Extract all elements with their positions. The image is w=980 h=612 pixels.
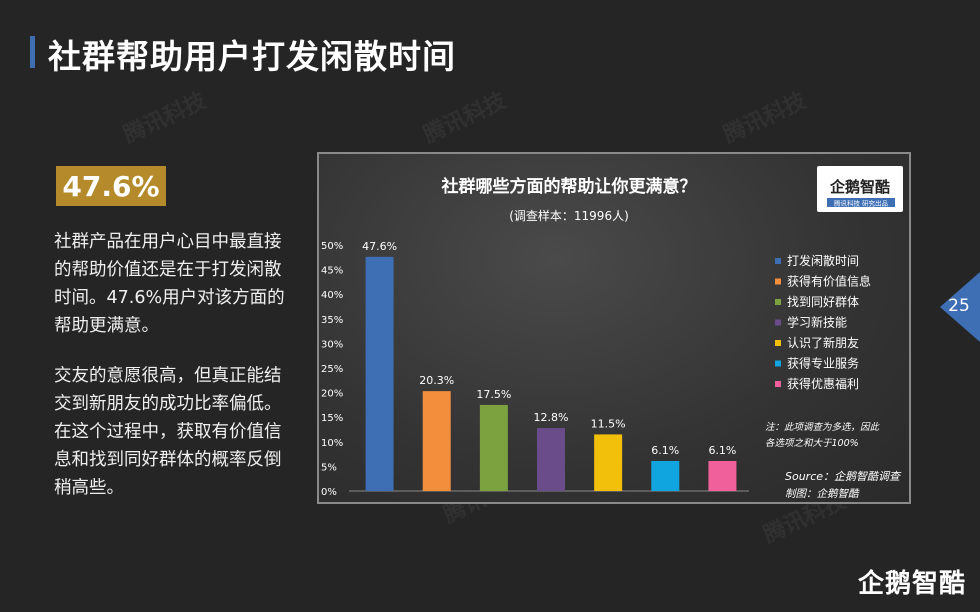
legend-label: 找到同好群体 xyxy=(787,295,859,309)
chart-logo-text: 企鹅智酷 xyxy=(829,178,890,196)
legend-swatch xyxy=(775,319,781,326)
legend-label: 学习新技能 xyxy=(787,315,847,330)
y-tick-label: 40% xyxy=(321,290,343,301)
y-tick-label: 20% xyxy=(321,389,343,400)
legend-swatch xyxy=(775,299,781,305)
chart-logo-sub: 腾讯科技 研究出品 xyxy=(834,199,888,208)
chart-title: 社群哪些方面的帮助让你更满意？ xyxy=(441,176,697,197)
chart-note-line-2: 各选项之和大于100% xyxy=(765,437,859,449)
y-tick-label: 10% xyxy=(321,438,343,449)
bar xyxy=(537,428,565,491)
stat-badge: 47.6% xyxy=(56,166,166,206)
y-tick-label: 50% xyxy=(321,241,343,252)
page-tab-shape xyxy=(940,272,980,342)
watermark-text: 腾讯科技 xyxy=(719,88,811,149)
description-paragraph-1: 社群产品在用户心目中最直接的帮助价值还是在于打发闲散时间。47.6%用户对该方面… xyxy=(54,232,285,336)
legend-swatch xyxy=(775,258,781,264)
legend-label: 获得专业服务 xyxy=(787,356,859,371)
bar-data-label: 11.5% xyxy=(591,417,626,430)
legend-label: 打发闲散时间 xyxy=(787,253,859,268)
legend-swatch xyxy=(775,340,781,346)
y-tick-label: 0% xyxy=(321,487,337,498)
bar xyxy=(708,460,737,491)
watermark-text: 腾讯科技 xyxy=(419,88,511,149)
bar-data-label: 6.1% xyxy=(651,444,679,457)
y-tick-label: 25% xyxy=(321,364,343,375)
bar xyxy=(422,391,451,491)
legend-swatch xyxy=(775,360,781,367)
chart-note-line-1: 注：此项调查为多选，因此 xyxy=(765,421,881,433)
y-tick-label: 35% xyxy=(321,315,343,326)
bar xyxy=(594,434,623,491)
chart-producer: 制图：企鹅智酷 xyxy=(785,488,860,500)
brand-logo: 企鹅智酷 xyxy=(857,569,966,599)
chart-source: Source：企鹅智酷调查 xyxy=(785,470,902,483)
description-paragraph-2: 交友的意愿很高，但真正能结交到新朋友的成功比率偏低。在这个过程中，获取有价值信息… xyxy=(54,366,282,498)
y-tick-label: 45% xyxy=(321,266,343,277)
title-accent-bar xyxy=(30,36,35,68)
bar xyxy=(651,460,680,491)
bar xyxy=(365,256,394,491)
legend-label: 获得优惠福利 xyxy=(787,376,859,391)
bar-data-label: 6.1% xyxy=(708,444,736,457)
chart-logo-strip xyxy=(827,198,895,207)
y-tick-label: 5% xyxy=(321,462,337,473)
y-tick-label: 30% xyxy=(321,339,343,350)
chart-panel: 社群哪些方面的帮助让你更满意？ (调查样本：11996人) 企鹅智酷腾讯科技 研究出… xyxy=(317,152,911,504)
chart-subtitle: (调查样本：11996人) xyxy=(509,208,629,223)
legend-swatch xyxy=(775,381,781,387)
bar-data-label: 17.5% xyxy=(476,388,511,401)
bar-data-label: 20.3% xyxy=(419,374,454,387)
bar-data-label: 12.8% xyxy=(534,411,569,424)
legend-label: 认识了新朋友 xyxy=(787,335,859,350)
page-number: 25 xyxy=(948,296,970,316)
bar xyxy=(479,404,508,491)
legend-swatch xyxy=(775,278,781,285)
page-title: 社群帮助用户打发闲散时间 xyxy=(48,37,456,76)
bar-data-label: 47.6% xyxy=(362,240,397,253)
legend-label: 获得有价值信息 xyxy=(787,274,871,289)
watermark-text: 腾讯科技 xyxy=(119,88,211,149)
y-tick-label: 15% xyxy=(321,413,343,424)
